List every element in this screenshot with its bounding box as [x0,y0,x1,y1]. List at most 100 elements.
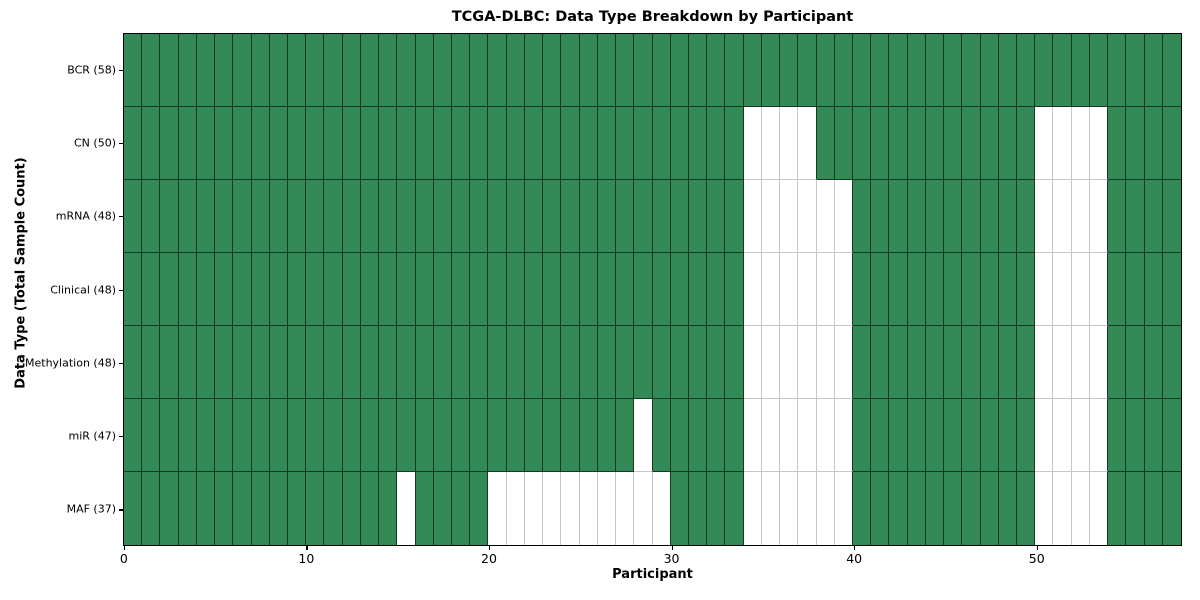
heatmap-cell [470,180,489,253]
heatmap-cell [488,472,507,545]
chart-title: TCGA-DLBC: Data Type Breakdown by Partic… [451,9,854,25]
heatmap-cell [579,326,598,399]
heatmap-cell [1053,180,1072,253]
heatmap-cell [452,107,471,180]
heatmap-cell [233,180,252,253]
heatmap-cell [215,107,234,180]
heatmap-cell [1108,34,1127,107]
y-tick-mark [119,69,123,71]
heatmap-cell [251,472,270,545]
heatmap-cell [433,472,453,545]
x-tick-label: 0 [119,551,128,566]
heatmap-cell [415,180,434,253]
heatmap-cell [798,326,817,399]
heatmap-cell [196,326,216,399]
heatmap-cell [743,107,762,180]
heatmap-cell [688,472,708,545]
heatmap-cell [196,399,216,472]
heatmap-cell [597,34,617,107]
heatmap-cell [360,180,380,253]
x-axis-label: Participant [612,567,693,582]
heatmap-cell [889,472,908,545]
heatmap-cell [524,399,544,472]
heatmap-cell [707,472,726,545]
y-tick-mark [119,436,123,438]
heatmap-cell [944,326,963,399]
y-tick-mark [119,362,123,364]
heatmap-cell [1162,180,1181,253]
heatmap-cell [944,107,963,180]
heatmap-cell [178,107,197,180]
heatmap-cell [1089,180,1109,253]
heatmap-cell [142,107,161,180]
heatmap-cell [288,253,307,326]
heatmap-cell [1162,107,1181,180]
heatmap-cell [288,180,307,253]
heatmap-cell [944,253,963,326]
heatmap-cell [379,107,398,180]
heatmap-cell [1108,472,1127,545]
x-tick-label: 40 [846,551,863,566]
heatmap-cell [907,326,926,399]
heatmap-cell [1144,34,1163,107]
heatmap-cell [160,180,179,253]
heatmap-cell [561,326,580,399]
heatmap-cell [688,399,708,472]
heatmap-cell [178,399,197,472]
y-tick-label: mRNA (48) [55,209,116,223]
heatmap-cell [616,34,635,107]
heatmap-cell [944,399,963,472]
heatmap-cell [725,326,744,399]
heatmap-cell [215,253,234,326]
heatmap-cell [780,34,799,107]
heatmap-cell [652,180,671,253]
x-tick-label: 50 [1028,551,1045,566]
heatmap-cell [761,253,781,326]
heatmap-cell [889,326,908,399]
heatmap-cell [397,107,416,180]
heatmap-cell [1089,34,1109,107]
heatmap-cell [761,107,781,180]
heatmap-cell [925,326,945,399]
heatmap-cell [816,326,835,399]
heatmap-cell [397,326,416,399]
heatmap-cell [889,107,908,180]
heatmap-cell [834,107,853,180]
heatmap-cell [1016,472,1036,545]
heatmap-cell [1016,326,1036,399]
heatmap-cell [652,326,671,399]
heatmap-cell [816,472,835,545]
heatmap-cell [670,326,689,399]
heatmap-cell [944,34,963,107]
heatmap-cell [178,34,197,107]
heatmap-cell [433,399,453,472]
heatmap-cell [561,472,580,545]
heatmap-cell [342,472,361,545]
y-axis-label: Data Type (Total Sample Count) [13,157,29,389]
heatmap-cell [415,253,434,326]
heatmap-cell [670,253,689,326]
heatmap-cell [1035,326,1054,399]
heatmap-cell [980,180,999,253]
heatmap-cell [725,399,744,472]
heatmap-cell [1053,326,1072,399]
heatmap-cell [1108,180,1127,253]
heatmap-cell [597,399,617,472]
heatmap-cell [998,34,1017,107]
heatmap-cell [962,107,981,180]
heatmap-cell [433,253,453,326]
heatmap-cell [288,472,307,545]
heatmap-cell [616,472,635,545]
heatmap-cell [1126,399,1145,472]
heatmap-cell [142,180,161,253]
heatmap-cell [688,326,708,399]
heatmap-cell [962,253,981,326]
heatmap-cell [1089,253,1109,326]
heatmap-cell [798,34,817,107]
heatmap-cell [579,180,598,253]
heatmap-cell [196,472,216,545]
heatmap-cell [743,180,762,253]
heatmap-cell [1035,399,1054,472]
heatmap-cell [1053,107,1072,180]
